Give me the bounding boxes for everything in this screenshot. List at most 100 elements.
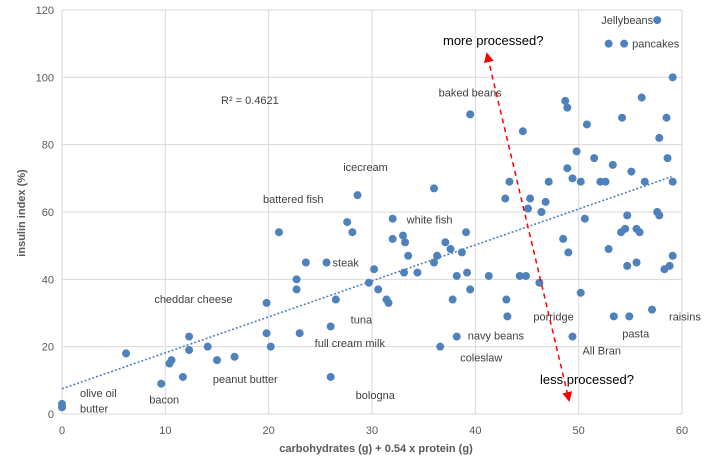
data-point <box>635 228 644 237</box>
data-point <box>275 228 283 237</box>
data-point <box>430 184 438 193</box>
processed-arrow-group <box>484 52 573 403</box>
x-tick-label: 10 <box>159 425 171 437</box>
data-point <box>663 154 672 163</box>
data-point <box>213 356 221 365</box>
processed-arrow <box>484 52 573 403</box>
point-label: navy beans <box>468 331 525 343</box>
data-point <box>576 177 585 186</box>
data-point <box>563 103 572 112</box>
x-tick-label: 40 <box>469 425 481 437</box>
point-label: baked beans <box>439 87 502 99</box>
point-label: Jellybeans <box>601 15 653 27</box>
data-point <box>388 214 397 223</box>
data-point <box>292 285 301 294</box>
data-point <box>537 208 546 216</box>
data-point <box>648 305 657 314</box>
data-point <box>401 238 410 247</box>
data-point <box>230 352 239 361</box>
data-point <box>564 248 573 257</box>
x-tick-label: 0 <box>59 425 65 437</box>
data-point <box>466 285 475 294</box>
data-point <box>58 403 66 412</box>
point-label: bologna <box>356 390 396 402</box>
data-point <box>640 177 649 186</box>
point-label: white fish <box>406 215 453 227</box>
data-point <box>632 258 641 267</box>
data-point <box>505 177 514 186</box>
data-point <box>436 342 445 351</box>
point-label: pasta <box>622 328 650 340</box>
data-point <box>601 177 610 186</box>
data-point <box>662 113 671 122</box>
data-point <box>400 268 409 277</box>
x-tick-label: 30 <box>366 425 378 437</box>
data-point <box>430 258 438 267</box>
data-point <box>157 379 166 388</box>
data-point <box>501 194 510 203</box>
x-tick-label: 50 <box>573 425 585 437</box>
r-squared-label: R² = 0.4621 <box>221 95 279 107</box>
data-point <box>343 218 352 227</box>
data-point <box>580 214 589 223</box>
y-tick-label: 20 <box>42 342 54 354</box>
data-point <box>266 342 275 351</box>
data-point <box>331 295 340 304</box>
data-point <box>484 271 493 280</box>
point-labels: Jellybeans pancakes baked beans icecream bat… <box>80 15 701 415</box>
data-point <box>502 295 511 304</box>
data-point <box>178 372 187 381</box>
data-point <box>524 204 533 213</box>
data-point <box>590 154 599 163</box>
point-label: steak <box>333 258 360 270</box>
data-point <box>604 39 613 48</box>
y-tick-label: 60 <box>42 207 54 219</box>
data-point <box>637 93 646 102</box>
data-point <box>374 285 383 294</box>
point-label: coleslaw <box>460 353 502 365</box>
point-label: porridge <box>533 311 573 323</box>
data-point <box>653 16 662 25</box>
y-tick-label: 100 <box>36 72 54 84</box>
data-point <box>627 167 636 176</box>
data-point <box>503 312 512 321</box>
data-point <box>295 329 304 338</box>
data-point <box>122 349 131 358</box>
point-label: peanut butter <box>213 374 278 386</box>
data-point <box>322 258 331 267</box>
data-point <box>623 261 632 270</box>
data-point <box>665 261 674 270</box>
point-label: icecream <box>343 162 388 174</box>
data-point <box>518 127 527 136</box>
data-point <box>526 194 535 203</box>
data-point <box>404 251 413 260</box>
data-point <box>399 231 407 240</box>
data-point <box>446 245 455 254</box>
data-point <box>413 268 422 277</box>
data-point <box>609 312 618 321</box>
point-label: cheddar cheese <box>154 294 232 306</box>
point-label: All Bran <box>582 346 621 358</box>
data-point <box>364 278 373 287</box>
data-point <box>621 224 630 233</box>
data-point <box>185 332 194 341</box>
data-point <box>457 248 466 257</box>
data-point <box>568 332 577 341</box>
point-label: raisins <box>669 312 701 324</box>
data-point <box>563 164 572 173</box>
data-point <box>559 234 568 243</box>
point-label: olive oil <box>80 388 117 400</box>
data-point <box>568 174 577 183</box>
point-label: tuna <box>351 314 373 326</box>
data-point <box>326 372 335 381</box>
data-point <box>625 312 634 321</box>
data-point <box>448 295 457 304</box>
data-point <box>388 234 397 243</box>
x-axis-title: carbohydrates (g) + 0.54 x protein (g) <box>279 443 473 455</box>
data-point <box>623 211 632 220</box>
y-tick-label: 0 <box>48 409 54 421</box>
data-point <box>572 147 581 156</box>
data-point <box>326 322 335 331</box>
data-point <box>262 329 271 338</box>
